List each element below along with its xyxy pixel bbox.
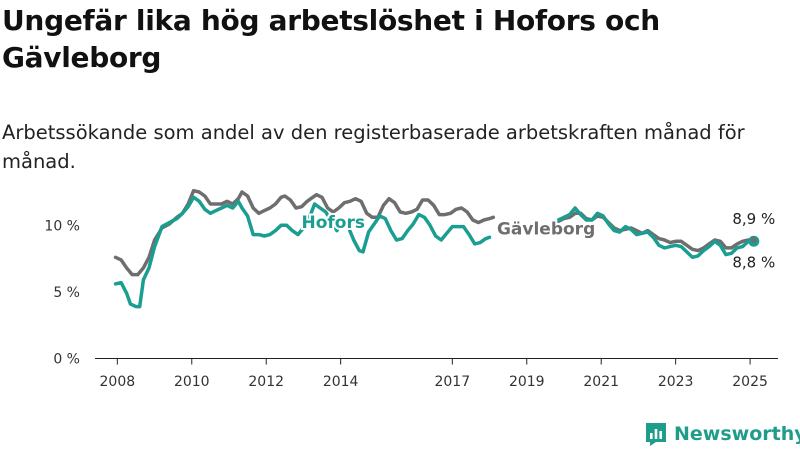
y-tick-label: 10 % [44, 218, 80, 234]
newsworthy-logo-icon [646, 423, 666, 446]
x-tick-label: 2017 [434, 374, 470, 390]
x-axis: 2008 2010 2012 2014 2017 2019 2021 2023 2025 [100, 358, 768, 390]
x-tick-label: 2008 [100, 374, 136, 390]
chart-subtitle: Arbetssökande som andel av den registerb… [2, 121, 745, 173]
x-tick-label: 2025 [732, 374, 768, 390]
series-label-hofors: Hofors [301, 213, 364, 233]
end-point-g-vleborg [750, 236, 757, 243]
x-tick-label: 2019 [509, 374, 545, 390]
x-tick-label: 2012 [248, 374, 284, 390]
series-line-hofors [113, 195, 492, 309]
x-tick-label: 2023 [658, 374, 694, 390]
y-tick-label: 0 % [53, 352, 80, 368]
x-tick-label: 2014 [323, 374, 359, 390]
newsworthy-logo: Newsworthy [644, 420, 800, 448]
series-label-g-vleborg: Gävleborg [497, 220, 595, 240]
newsworthy-logo-text: Newsworthy [674, 423, 800, 445]
series-labels: Hofors Gävleborg 8,9 % 8,8 % [299, 210, 775, 271]
series-line-hofors [556, 206, 756, 260]
x-tick-label: 2021 [583, 374, 619, 390]
y-tick-label: 5 % [53, 285, 80, 301]
series-lines [113, 188, 756, 309]
end-value-label-g-vleborg: 8,9 % [732, 210, 775, 228]
end-value-label-hofors: 8,8 % [732, 253, 775, 271]
x-tick-label: 2010 [174, 374, 210, 390]
y-axis: 0 % 5 % 10 % [44, 218, 80, 367]
chart-title: Ungefär lika hög arbetslöshet i Hofors o… [2, 4, 660, 74]
